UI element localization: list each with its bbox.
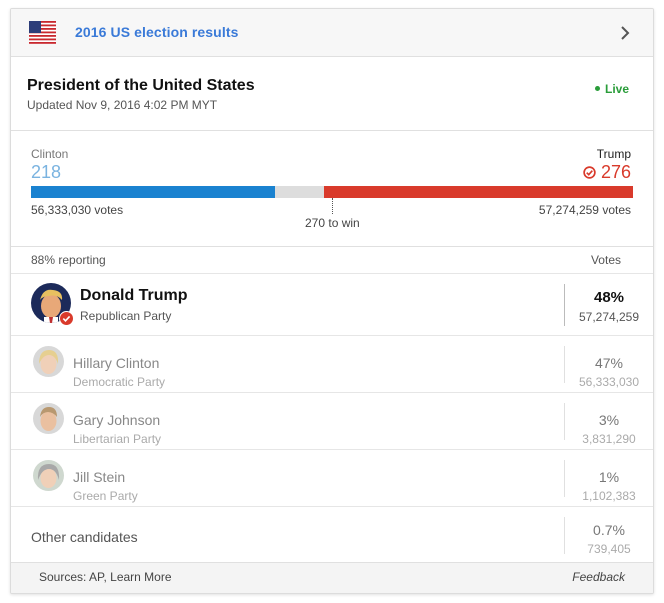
divider [11, 246, 653, 247]
sources-link[interactable]: Sources: AP, Learn More [39, 570, 172, 584]
trump-popular-votes: 57,274,259 votes [538, 203, 631, 217]
candidate-name: Gary Johnson [73, 412, 161, 428]
candidate-percent: 3% [598, 412, 620, 428]
column-separator [564, 284, 565, 326]
header-title[interactable]: 2016 US election results [75, 24, 239, 40]
winner-badge-icon [59, 311, 74, 326]
column-separator [564, 517, 565, 554]
johnson-avatar-icon [33, 403, 64, 434]
trump-ev-wrapper: 276 [583, 162, 631, 183]
column-separator [564, 346, 565, 383]
feedback-link[interactable]: Feedback [572, 570, 625, 584]
clinton-bar-fill [31, 186, 275, 198]
trump-bar-fill [324, 186, 633, 198]
candidate-votes: 57,274,259 [578, 310, 640, 324]
stein-avatar-icon [33, 460, 64, 491]
electoral-bar [31, 186, 633, 198]
other-votes: 739,405 [587, 542, 631, 556]
clinton-electoral-votes: 218 [31, 162, 62, 182]
candidate-name: Jill Stein [73, 469, 126, 485]
candidate-votes: 56,333,030 [578, 375, 640, 389]
other-candidates-label: Other candidates [31, 529, 138, 545]
divider [11, 392, 653, 393]
candidate-votes: 1,102,383 [582, 489, 636, 503]
candidate-row-clinton[interactable]: Hillary Clinton Democratic Party 47% 56,… [11, 336, 653, 392]
column-separator [564, 460, 565, 497]
live-indicator: Live [594, 82, 629, 96]
clinton-avatar-icon [33, 346, 64, 377]
candidate-row-johnson[interactable]: Gary Johnson Libertarian Party 3% 3,831,… [11, 393, 653, 449]
trump-electoral-votes: 276 [600, 162, 631, 182]
candidate-row-trump[interactable]: Donald Trump Republican Party 48% 57,274… [11, 274, 653, 335]
chevron-right-icon[interactable] [619, 23, 631, 43]
updated-timestamp: Updated Nov 9, 2016 4:02 PM MYT [27, 98, 218, 112]
candidate-party: Democratic Party [73, 375, 166, 389]
candidate-party: Republican Party [80, 309, 172, 323]
divider [11, 130, 653, 131]
trump-label: Trump [596, 147, 631, 161]
live-label: Live [604, 82, 629, 96]
other-percent: 0.7% [593, 522, 625, 538]
candidate-row-stein[interactable]: Jill Stein Green Party 1% 1,102,383 [11, 450, 653, 506]
to-win-label: 270 to win [305, 216, 360, 230]
candidate-percent: 47% [594, 355, 624, 371]
us-flag-icon [29, 21, 56, 44]
winner-check-icon [583, 166, 596, 179]
candidate-name: Hillary Clinton [73, 355, 160, 371]
election-results-card: 2016 US election results President of th… [10, 8, 654, 594]
reporting-status: 88% reporting [31, 253, 106, 267]
candidate-percent: 48% [593, 289, 625, 306]
clinton-popular-votes: 56,333,030 votes [31, 203, 124, 217]
live-dot-icon [594, 86, 600, 92]
other-candidates-row[interactable]: Other candidates 0.7% 739,405 [11, 507, 653, 563]
column-separator [564, 403, 565, 440]
win-threshold-marker [332, 198, 333, 214]
votes-column-header: Votes [590, 253, 621, 267]
card-footer: Sources: AP, Learn More Feedback [11, 562, 653, 593]
results-header[interactable]: 2016 US election results [11, 9, 653, 57]
candidate-name: Donald Trump [80, 287, 188, 304]
clinton-label: Clinton [31, 147, 69, 161]
divider [11, 449, 653, 450]
candidate-party: Green Party [73, 489, 138, 503]
candidate-votes: 3,831,290 [582, 432, 636, 446]
divider [11, 335, 653, 336]
candidate-party: Libertarian Party [73, 432, 162, 446]
divider [11, 506, 653, 507]
divider [11, 273, 653, 274]
candidate-percent: 1% [598, 469, 620, 485]
race-title: President of the United States [27, 77, 255, 94]
